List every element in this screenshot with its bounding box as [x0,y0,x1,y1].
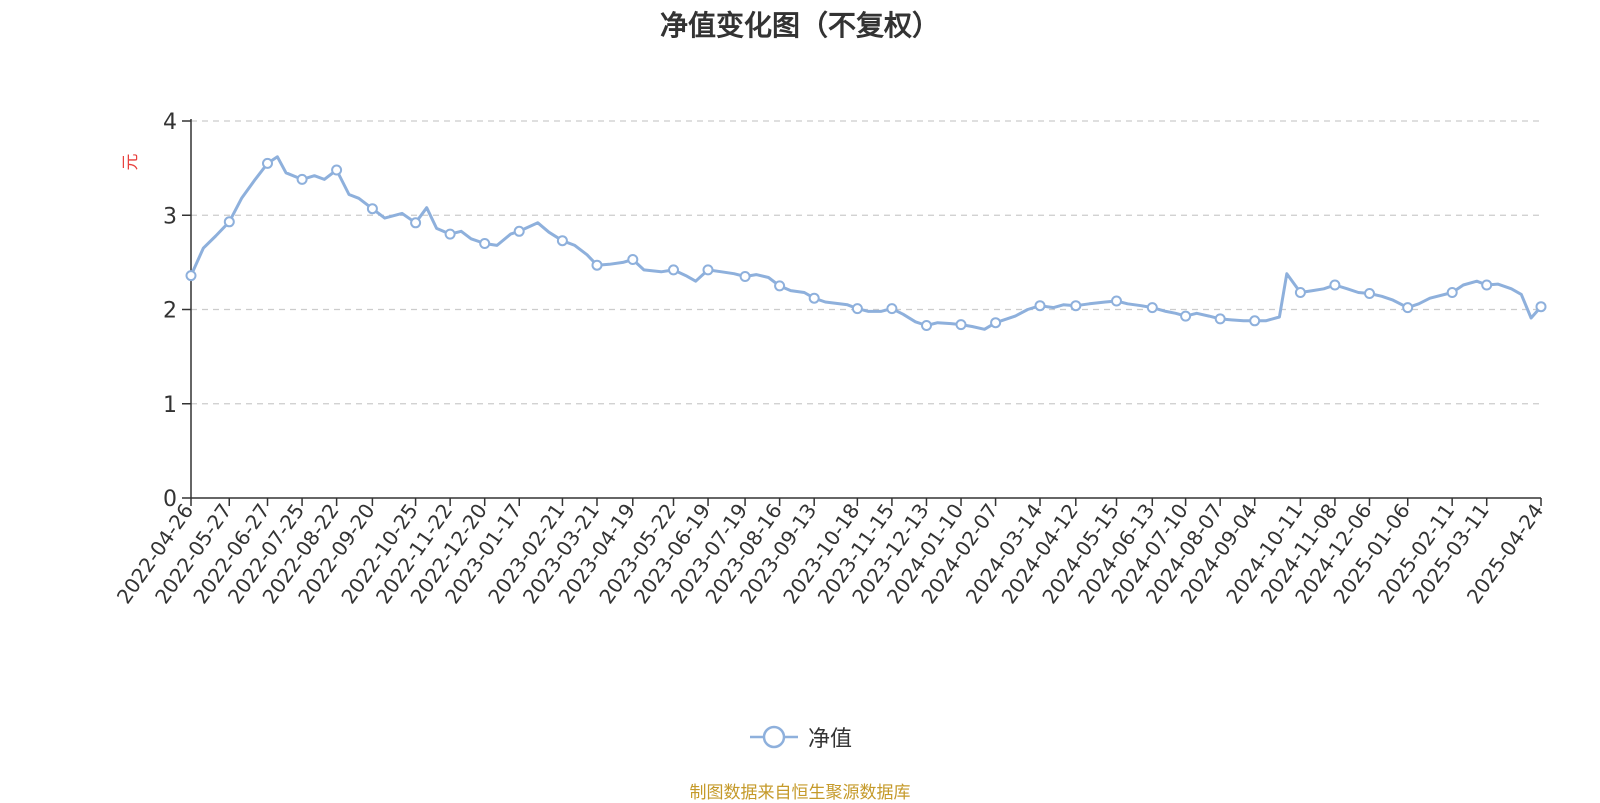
x-tick-labels: 2022-04-262022-05-272022-06-272022-07-25… [112,499,1548,608]
data-point-marker[interactable] [410,217,422,229]
data-point-marker[interactable] [774,280,786,292]
data-point-marker[interactable] [1294,287,1306,298]
grid-lines [191,120,1541,405]
data-source-note: 制图数据来自恒生聚源数据库 [689,783,911,803]
data-point-marker[interactable] [1402,302,1414,314]
series-line-nav [189,155,1543,331]
legend[interactable]: 净值 [0,722,1600,752]
data-point-marker[interactable] [1214,313,1226,325]
y-tick-labels: 0 1 2 3 4 [163,110,177,512]
data-point-marker[interactable] [591,259,603,271]
data-point-marker[interactable] [331,164,343,176]
data-point-marker[interactable] [921,320,932,331]
data-point-marker[interactable] [1070,300,1082,312]
data-point-marker[interactable] [366,203,378,215]
data-point-marker[interactable] [668,264,679,276]
data-point-marker[interactable] [296,173,308,185]
data-point-marker[interactable] [702,264,714,276]
data-point-marker[interactable] [444,228,456,240]
data-point-marker[interactable] [1180,310,1192,322]
y-tick-label: 2 [163,299,177,324]
series-layer [185,155,1547,331]
data-point-marker[interactable] [223,216,235,228]
data-point-marker[interactable] [1364,288,1375,299]
data-point-marker[interactable] [1481,279,1493,291]
data-point-marker[interactable] [1111,295,1122,307]
y-axis-label: 元 [121,154,141,171]
y-tick-label: 0 [163,487,177,512]
data-point-marker[interactable] [556,235,568,247]
data-point-marker[interactable] [1535,301,1547,313]
data-point-marker[interactable] [1249,315,1261,327]
data-point-marker[interactable] [990,317,1002,329]
data-point-marker[interactable] [513,225,525,237]
data-point-marker[interactable] [627,254,639,265]
data-point-marker[interactable] [479,238,491,249]
data-point-marker[interactable] [1446,287,1458,298]
y-tick-label: 3 [163,204,177,229]
legend-line-marker-icon [749,725,798,749]
data-point-marker[interactable] [955,319,967,331]
data-point-marker[interactable] [1329,279,1341,291]
data-point-marker[interactable] [739,271,751,282]
data-point-marker[interactable] [185,270,197,282]
data-point-marker[interactable] [1034,300,1046,312]
chart-title: 净值变化图（不复权） [659,9,940,42]
y-tick-label: 4 [163,110,177,135]
data-point-marker[interactable] [262,157,273,169]
data-point-marker[interactable] [808,292,820,304]
data-point-marker[interactable] [851,303,863,315]
legend-label-nav: 净值 [807,727,852,752]
data-point-marker[interactable] [886,303,898,315]
axes [182,119,1542,506]
data-point-marker[interactable] [1146,302,1158,314]
y-tick-label: 1 [163,393,177,418]
